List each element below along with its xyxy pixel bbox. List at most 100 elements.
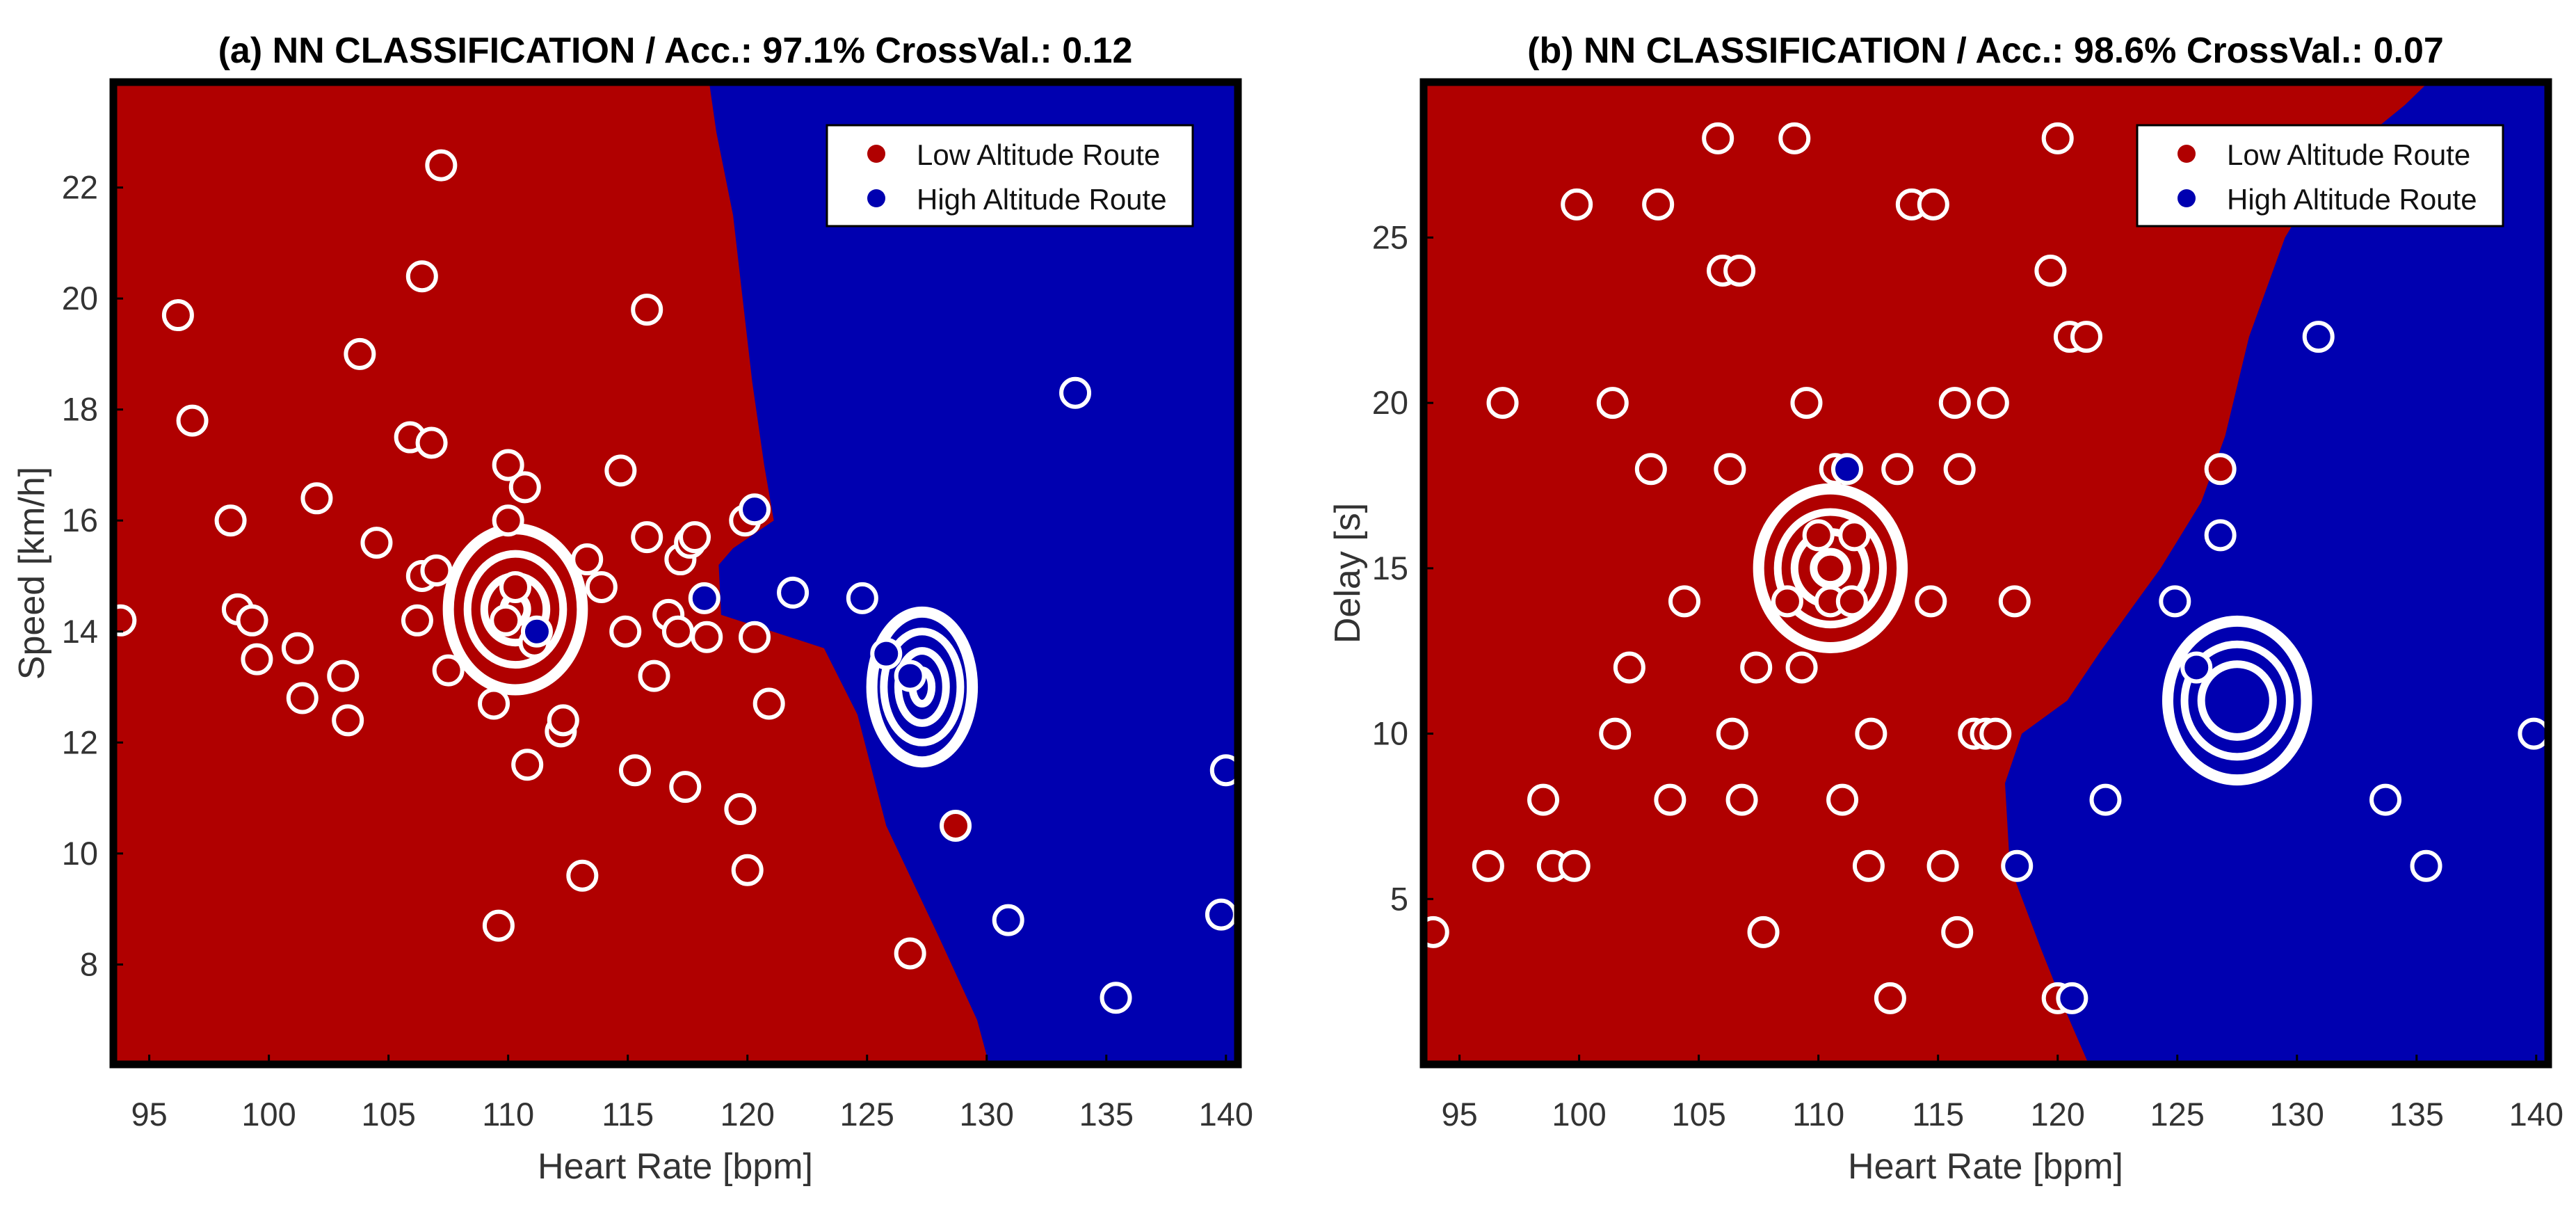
point-low-43: [661, 615, 694, 648]
legend-marker-low-a: [867, 145, 885, 163]
point-low-18: [415, 426, 448, 459]
x-tick-label-95: 95: [131, 1096, 167, 1133]
point-high-0: [1830, 453, 1863, 486]
point-low-48: [691, 621, 723, 653]
legend-label-low-b: Low Altitude Route: [2227, 138, 2470, 171]
y-axis-label-b: Delay [s]: [1328, 503, 1368, 644]
y-tick-label-20: 20: [62, 280, 98, 317]
point-low-50: [2041, 122, 2074, 154]
point-low-42: [1943, 453, 1976, 486]
point-low-55: [940, 809, 972, 842]
point-low-21: [432, 654, 465, 687]
point-low-8: [1599, 717, 1632, 750]
point-low-37: [609, 615, 642, 648]
decision-regions-a: [113, 82, 1238, 1064]
y-axis-label-a: Speed [km/h]: [12, 467, 52, 680]
x-tick-label-100: 100: [1552, 1096, 1606, 1133]
x-tick-label-130: 130: [960, 1096, 1014, 1133]
x-tick-label-130: 130: [2270, 1096, 2324, 1133]
x-tick-label-120: 120: [721, 1096, 775, 1133]
y-tick-label-8: 8: [80, 945, 98, 982]
contour-high-ring-2: [2197, 660, 2277, 741]
point-low-11: [1642, 188, 1675, 221]
point-low-8: [286, 682, 319, 714]
point-low-15: [401, 604, 433, 637]
point-low-24: [490, 604, 522, 637]
point-low-26: [1802, 519, 1835, 552]
point-low-5: [1558, 849, 1591, 882]
contour-low-ring-1: [1773, 508, 1887, 629]
x-tick-label-135: 135: [1079, 1096, 1134, 1133]
point-low-39: [631, 294, 663, 326]
point-low-2: [1486, 387, 1519, 419]
point-low-0: [1424, 916, 1449, 948]
y-tick-label-20: 20: [1372, 384, 1408, 421]
point-low-18: [1723, 254, 1756, 287]
point-low-21: [1747, 916, 1780, 948]
point-low-23: [482, 909, 515, 942]
point-high-8: [2369, 783, 2402, 816]
point-high-10: [1205, 898, 1237, 931]
point-low-29: [511, 749, 544, 781]
point-low-9: [1613, 651, 1645, 684]
point-high-7: [2302, 321, 2335, 353]
point-high-3: [2089, 783, 2122, 816]
point-low-23: [1778, 122, 1811, 154]
point-low-1: [1472, 849, 1504, 882]
point-low-32: [1852, 849, 1885, 882]
point-low-10: [1634, 453, 1667, 486]
point-low-52: [739, 621, 771, 653]
chart-title-a: (a) NN CLASSIFICATION / Acc.: 97.1% Cros…: [218, 31, 1133, 71]
point-low-26: [492, 504, 524, 537]
contour-high-ring-0: [2162, 615, 2312, 786]
point-low-25: [1790, 387, 1823, 419]
point-low-32: [547, 704, 579, 737]
point-low-52: [2070, 321, 2102, 353]
point-low-40: [631, 521, 663, 554]
chart-panel-a: (a) NN CLASSIFICATION / Acc.: 97.1% Cros…: [12, 31, 1253, 1187]
point-low-10: [327, 660, 360, 692]
point-low-13: [360, 527, 393, 559]
x-tick-label-110: 110: [482, 1096, 534, 1133]
point-low-31: [1838, 519, 1871, 552]
point-high-0: [520, 615, 553, 648]
point-low-53: [2204, 453, 2237, 486]
point-low-53: [752, 687, 785, 720]
point-high-5: [870, 637, 903, 670]
legend-label-high-b: High Altitude Route: [2227, 183, 2477, 216]
point-low-3: [214, 504, 247, 537]
point-low-36: [604, 454, 637, 487]
contour-high-ring-0: [866, 606, 979, 768]
x-tick-label-105: 105: [361, 1096, 415, 1133]
y-tick-label-18: 18: [62, 391, 98, 428]
x-tick-label-135: 135: [2390, 1096, 2444, 1133]
point-low-34: [1874, 982, 1906, 1014]
point-low-39: [1926, 849, 1959, 882]
legend-label-high-a: High Altitude Route: [917, 183, 1167, 216]
point-low-38: [1917, 188, 1949, 221]
x-tick-label-115: 115: [1912, 1096, 1964, 1133]
point-low-35: [585, 570, 618, 603]
point-low-5: [236, 604, 268, 637]
point-low-27: [499, 570, 531, 603]
y-tick-label-10: 10: [1372, 715, 1408, 752]
point-low-35: [1881, 453, 1914, 486]
point-low-20: [425, 149, 458, 182]
point-high-4: [2159, 585, 2191, 618]
region-high-a: [709, 82, 1238, 1064]
data-points-b: [1424, 122, 2548, 1014]
legend-a: Low Altitude Route High Altitude Route: [826, 124, 1194, 227]
point-high-7: [992, 904, 1024, 936]
point-low-7: [1596, 387, 1629, 419]
chart-title-b: (b) NN CLASSIFICATION / Acc.: 98.6% Cros…: [1527, 31, 2444, 71]
contour-high-ring-2: [894, 647, 950, 727]
point-low-37: [1915, 585, 1947, 618]
point-low-16: [1714, 453, 1746, 486]
point-low-19: [420, 554, 453, 587]
x-tick-label-115: 115: [602, 1096, 654, 1133]
point-low-22: [478, 687, 510, 720]
point-low-28: [508, 471, 541, 504]
x-axis-ticks-b: 95 100 105 110 115 120 125 130 135 140: [1441, 1055, 2563, 1133]
point-low-16: [405, 260, 438, 293]
